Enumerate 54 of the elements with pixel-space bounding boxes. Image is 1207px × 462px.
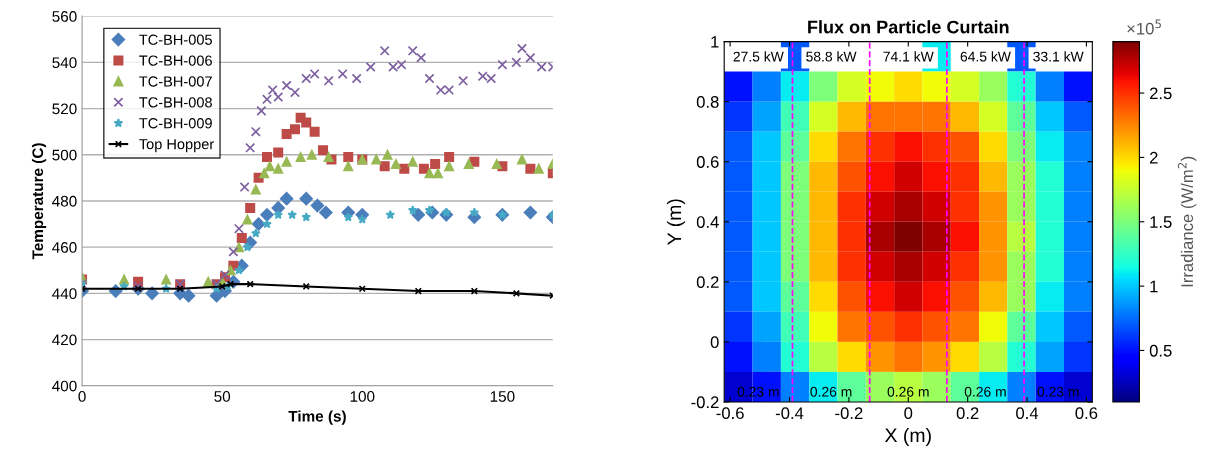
y-axis-title: Temperature (C) <box>31 143 47 260</box>
color-bar-label: 2.5 <box>1149 87 1172 100</box>
color-bar-label: 1 <box>1150 280 1158 293</box>
annotation: 0.23 m <box>1037 386 1079 397</box>
y-tick-label: 500 <box>52 149 77 161</box>
x-tick-label: -0.2 <box>835 407 863 420</box>
x-tick-label: 0 <box>78 391 86 402</box>
x-tick-label: 150 <box>490 391 515 402</box>
x-axis-title: X (m) <box>884 427 931 447</box>
x-tick-label: -0.6 <box>716 407 744 420</box>
x-tick-label: 0.6 <box>1075 407 1098 420</box>
annotation: 64.5 kW <box>960 51 1011 62</box>
y-tick-label: 0.2 <box>696 276 719 289</box>
y-tick-label: 460 <box>52 242 77 253</box>
x-tick-label: 0 <box>904 407 913 420</box>
x-tick-label: 100 <box>350 391 375 402</box>
legend-label: TC-BH-008 <box>139 97 212 108</box>
annotation: 0.26 m <box>887 386 929 397</box>
y-tick-label: 420 <box>52 334 77 346</box>
y-tick-label: 1 <box>711 36 719 48</box>
legend-label: Top Hopper <box>139 139 214 153</box>
y-tick-label: 440 <box>52 288 77 300</box>
x-axis-title: Time (s) <box>288 410 346 425</box>
y-tick-label: 0.4 <box>696 216 719 228</box>
legend-label: TC-BH-007 <box>139 76 212 87</box>
legend-label: TC-BH-005 <box>139 34 212 45</box>
y-tick-label: 0.6 <box>696 156 719 168</box>
annotation: 0.23 m <box>737 386 779 397</box>
annotation: 74.1 kW <box>883 51 934 62</box>
annotation: 27.5 kW <box>733 51 784 62</box>
legend-label: TC-BH-006 <box>139 55 212 66</box>
annotation: 0.26 m <box>810 386 852 397</box>
y-tick-label: 540 <box>52 57 77 69</box>
x-tick-label: 0.2 <box>956 407 979 420</box>
annotation: 33.1 kW <box>1033 51 1084 62</box>
color-bar-label: 1.5 <box>1150 216 1172 228</box>
y-tick-label: 520 <box>52 103 77 115</box>
y-tick-label: 0 <box>710 336 719 349</box>
x-tick-label: 50 <box>214 391 231 402</box>
legend-label: TC-BH-009 <box>139 118 212 129</box>
text: ×10$^{5}$ <box>1127 19 1161 35</box>
y-tick-label: 560 <box>52 11 77 22</box>
annotation: 0.26 m <box>964 386 1006 397</box>
y-axis-title: Y (m) <box>666 199 686 245</box>
y-tick-label: 480 <box>52 195 77 207</box>
x-tick-label: 0.4 <box>1016 407 1039 420</box>
color-bar-title: Irradiance (W/m$^{2}$) <box>1177 156 1197 287</box>
color-bar-label: 2 <box>1149 151 1158 164</box>
annotation: 58.8 kW <box>806 51 857 62</box>
y-tick-label: 400 <box>52 380 77 392</box>
y-tick-label: 0.8 <box>696 96 719 108</box>
chart-title: Flux on Particle Curtain <box>808 20 1009 34</box>
color-bar-label: 0.5 <box>1149 344 1172 357</box>
x-tick-label: -0.4 <box>775 407 804 420</box>
